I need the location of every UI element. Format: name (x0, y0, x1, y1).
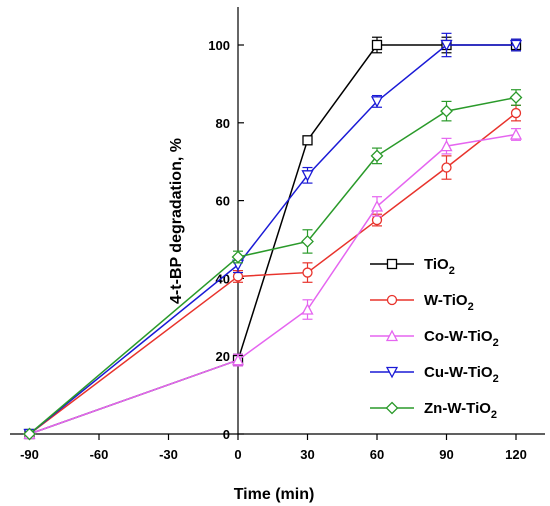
series-line (29, 112, 517, 435)
series-group (23, 32, 523, 441)
x-tick-label: -30 (159, 447, 178, 462)
data-point-circle (441, 162, 452, 173)
data-point-diamond (23, 427, 36, 441)
data-point-circle (371, 214, 383, 226)
data-point-circle (232, 271, 244, 282)
data-point-triangle-up (370, 200, 384, 212)
x-tick-label: 0 (234, 447, 241, 462)
x-tick-label: 120 (505, 447, 527, 462)
series-line (29, 44, 516, 435)
x-tick-label: -90 (20, 447, 39, 462)
series-co-w-tio2 (23, 128, 523, 440)
x-tick-label: 30 (300, 447, 314, 462)
x-tick-label: 60 (370, 447, 384, 462)
data-point-triangle-up (440, 139, 453, 152)
y-tick-label: 80 (216, 116, 230, 131)
series-zn-w-tio2 (23, 89, 523, 441)
data-point-triangle-down (509, 39, 523, 52)
data-point-triangle-down (301, 170, 314, 182)
y-tick-label: 0 (223, 427, 230, 442)
x-axis-title: Time (min) (234, 486, 315, 503)
legend-label: Cu-W-TiO2 (424, 364, 499, 385)
data-point-circle (302, 267, 313, 278)
series-line (29, 133, 517, 435)
y-tick-label: 60 (216, 194, 230, 209)
data-point-diamond (509, 91, 523, 104)
data-point-triangle-down (440, 39, 453, 52)
data-point-diamond (301, 235, 314, 248)
data-point-triangle-up (385, 329, 399, 342)
data-point-diamond (440, 104, 453, 118)
legend-label: W-TiO2 (424, 292, 474, 313)
data-point-square (386, 258, 398, 270)
legend-label: Co-W-TiO2 (424, 328, 499, 349)
data-point-square (302, 135, 313, 146)
data-point-square (371, 39, 383, 51)
data-point-diamond (370, 149, 384, 163)
data-point-diamond (385, 401, 399, 415)
legend: TiO2 W-TiO2 Co-W-TiO2 Cu-W-TiO2 Zn-W-TiO2 (361, 246, 544, 432)
y-tick-label: 20 (216, 349, 230, 364)
data-point-triangle-up (509, 128, 523, 140)
x-tick-label: 90 (439, 447, 453, 462)
data-point-circle (386, 294, 398, 306)
legend-label: Zn-W-TiO2 (424, 400, 497, 421)
series-line (29, 96, 517, 435)
data-point-diamond (231, 250, 245, 264)
data-point-circle (510, 107, 522, 119)
data-point-triangle-down (385, 366, 399, 379)
data-point-triangle-down (370, 96, 384, 108)
legend-label: TiO2 (424, 256, 455, 277)
y-tick-label: 100 (208, 38, 230, 53)
y-axis-title: 4-t-BP degradation, % (168, 138, 185, 304)
x-tick-label: -60 (90, 447, 109, 462)
data-point-triangle-up (231, 353, 245, 366)
data-point-triangle-up (301, 303, 314, 315)
